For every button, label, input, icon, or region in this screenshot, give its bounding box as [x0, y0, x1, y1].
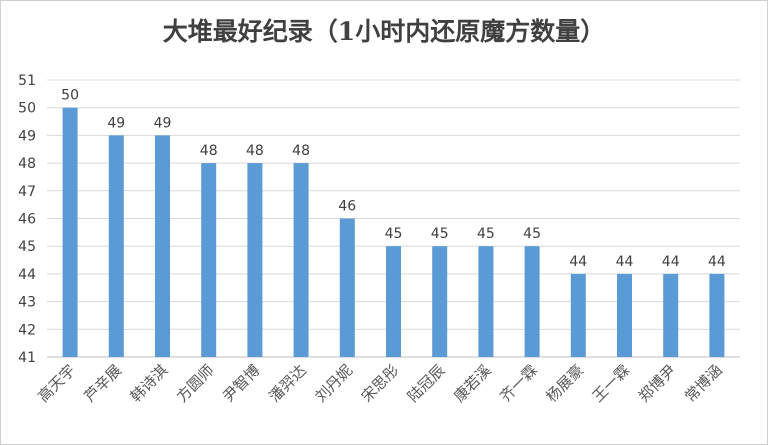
y-tick-label: 50 [18, 101, 36, 117]
y-tick-label: 51 [18, 73, 36, 89]
data-label: 44 [569, 254, 587, 270]
y-tick-label: 43 [18, 295, 36, 311]
bar [432, 246, 448, 357]
x-tick-label: 郑博尹 [635, 361, 680, 406]
x-tick-label: 康若溪 [450, 361, 495, 406]
bar [478, 246, 494, 357]
x-tick-label: 刘丹妮 [312, 361, 357, 406]
data-label: 50 [61, 88, 79, 104]
bar [663, 273, 679, 357]
x-tick-label: 杨展豪 [543, 361, 588, 406]
y-tick-label: 48 [18, 156, 36, 172]
bar [201, 163, 217, 357]
x-tick-label: 王一霖 [589, 361, 634, 406]
data-label: 44 [616, 254, 634, 270]
y-tick-label: 44 [18, 267, 36, 283]
bar [524, 246, 540, 357]
data-label: 48 [292, 143, 310, 159]
y-tick-label: 46 [18, 212, 36, 228]
y-tick-label: 47 [18, 184, 36, 200]
data-label: 48 [246, 143, 264, 159]
bar [339, 218, 355, 357]
x-tick-label: 宋思彤 [358, 361, 403, 406]
x-tick-label: 芦辛展 [81, 361, 126, 406]
bar [386, 246, 401, 357]
x-tick-label: 方圆师 [173, 361, 218, 406]
data-label: 46 [338, 199, 356, 215]
y-tick-label: 49 [18, 128, 36, 144]
y-tick-label: 41 [18, 350, 36, 366]
x-tick-label: 尹智博 [219, 361, 264, 406]
data-label: 49 [154, 115, 172, 131]
bar [155, 135, 170, 357]
bar [709, 273, 725, 357]
bar [247, 163, 263, 357]
data-label: 45 [385, 226, 403, 242]
data-label: 45 [523, 226, 541, 242]
bar [617, 273, 632, 357]
x-tick-label: 韩诗淇 [127, 361, 172, 406]
x-tick-label: 常博涵 [681, 361, 726, 406]
data-label: 44 [662, 254, 680, 270]
data-label: 45 [477, 226, 495, 242]
data-label: 48 [200, 143, 218, 159]
data-label: 49 [107, 115, 125, 131]
data-label: 45 [431, 226, 449, 242]
chart-title: 大堆最好纪录（1小时内还原魔方数量） [162, 17, 606, 46]
y-tick-label: 42 [18, 322, 36, 338]
x-tick-label: 陆冠辰 [404, 361, 449, 406]
data-label: 44 [708, 254, 726, 270]
x-tick-label: 潘羿达 [265, 361, 310, 406]
bar [62, 107, 78, 357]
bar [570, 273, 586, 357]
bar [293, 163, 309, 357]
x-tick-label: 高天宇 [34, 361, 79, 406]
x-tick-label: 齐一霖 [496, 361, 541, 406]
y-tick-label: 45 [18, 239, 36, 255]
bar [108, 135, 124, 357]
